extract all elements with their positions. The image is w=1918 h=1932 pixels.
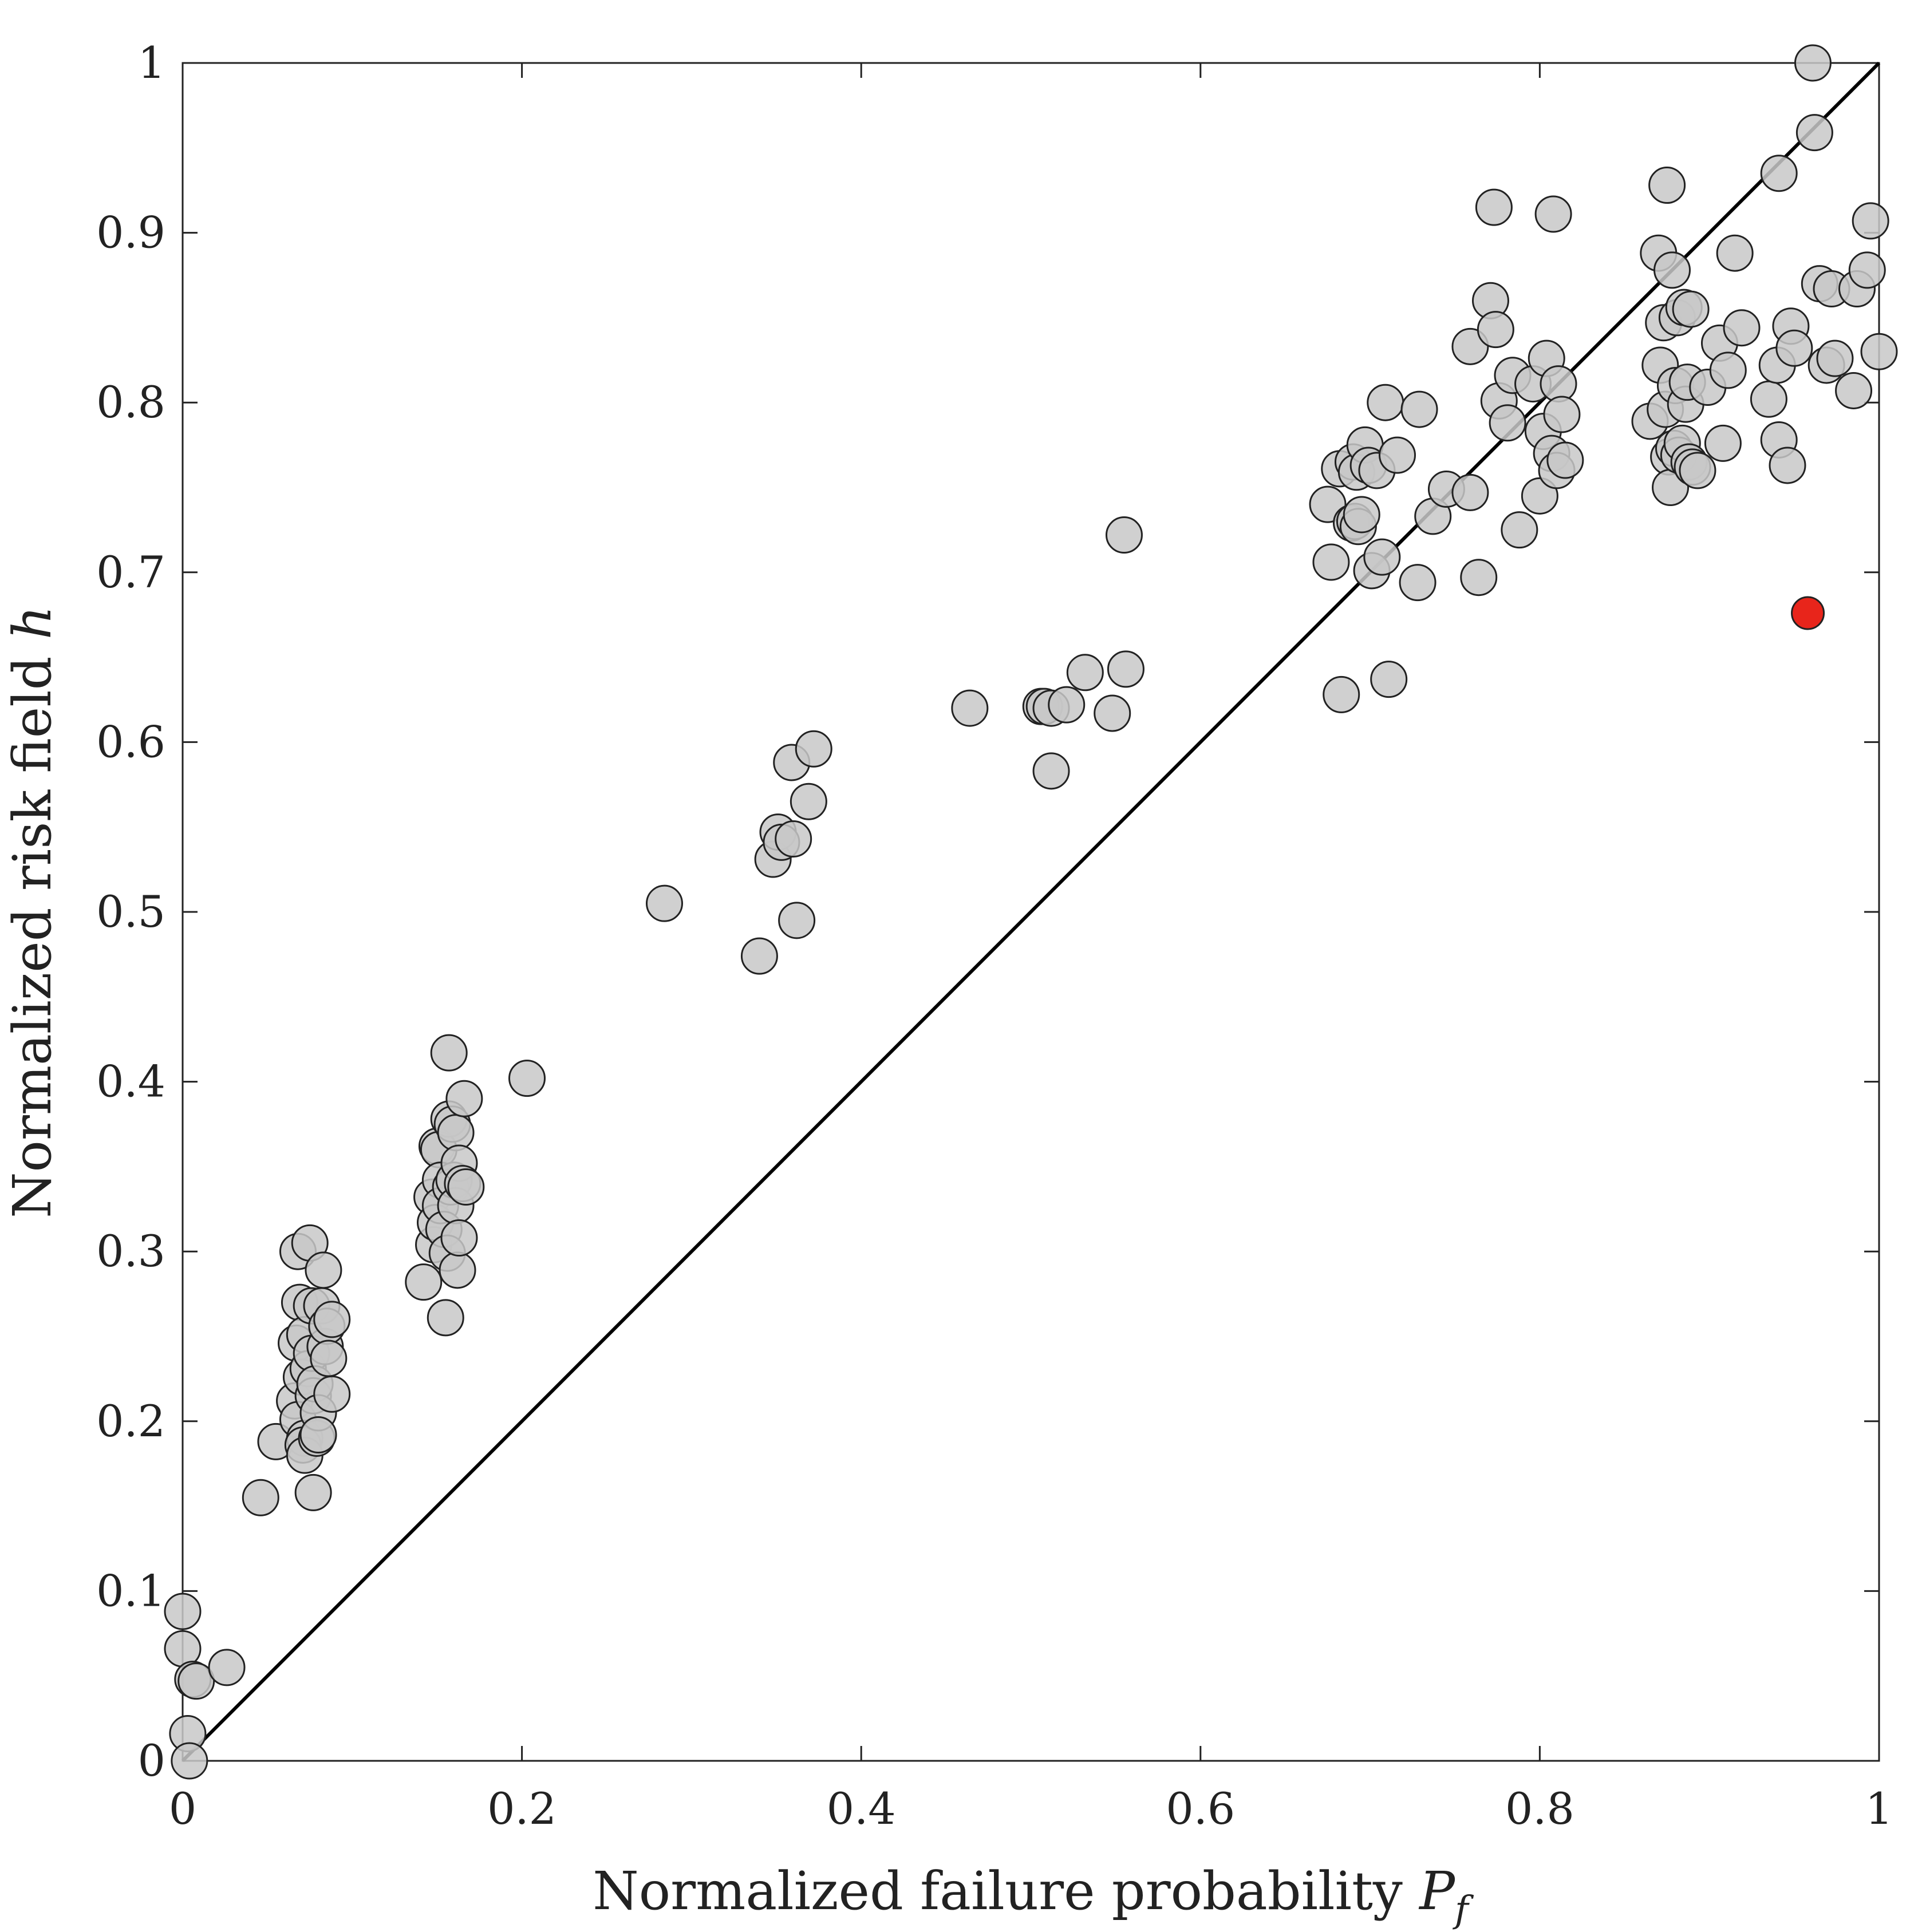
y-tick-label: 0.3 bbox=[96, 1226, 165, 1277]
data-point bbox=[1648, 167, 1686, 204]
data-point bbox=[405, 1263, 443, 1301]
data-point bbox=[427, 1299, 464, 1337]
data-point bbox=[1489, 404, 1526, 442]
data-point bbox=[313, 1375, 351, 1413]
data-point bbox=[430, 1034, 468, 1072]
x-axis-title-text: Normalized failure probability bbox=[593, 1860, 1403, 1922]
data-point bbox=[171, 1742, 208, 1780]
data-point bbox=[1032, 752, 1070, 790]
data-point bbox=[1534, 195, 1572, 233]
data-point bbox=[740, 937, 778, 975]
data-point bbox=[1105, 516, 1143, 554]
y-tick-label: 0.7 bbox=[96, 547, 165, 598]
data-point bbox=[305, 1251, 342, 1289]
data-point bbox=[1775, 329, 1813, 367]
data-point bbox=[177, 1662, 215, 1700]
data-point bbox=[1795, 114, 1833, 152]
y-tick-label: 0.6 bbox=[96, 716, 165, 767]
data-point bbox=[1363, 538, 1401, 576]
data-point bbox=[1107, 650, 1145, 688]
data-point bbox=[1852, 202, 1889, 240]
data-point bbox=[1477, 311, 1514, 349]
data-point bbox=[645, 884, 683, 922]
y-axis-title-text: Normalized risk field bbox=[2, 656, 63, 1218]
y-tick-label: 1 bbox=[138, 37, 165, 88]
data-point bbox=[445, 1080, 483, 1117]
data-point bbox=[1094, 694, 1131, 732]
data-point bbox=[447, 1168, 485, 1206]
y-tick-label: 0.2 bbox=[96, 1396, 165, 1447]
data-point bbox=[208, 1649, 246, 1686]
data-point bbox=[1848, 251, 1886, 289]
data-point bbox=[1451, 473, 1489, 511]
data-point bbox=[1367, 384, 1404, 421]
data-point bbox=[1048, 686, 1086, 724]
x-axis-title: Normalized failure probability Pf bbox=[593, 1860, 1474, 1931]
data-point bbox=[1543, 396, 1581, 433]
data-point bbox=[1750, 380, 1787, 418]
data-point bbox=[440, 1219, 478, 1257]
data-point bbox=[1709, 351, 1747, 389]
data-point bbox=[1501, 511, 1538, 549]
y-tick-label: 0.9 bbox=[96, 207, 165, 258]
data-point bbox=[1399, 564, 1436, 602]
data-point bbox=[294, 1473, 332, 1511]
y-tick-label: 0.4 bbox=[96, 1056, 165, 1107]
x-axis-symbol: P bbox=[1418, 1860, 1456, 1922]
highlighted-data-point bbox=[1791, 596, 1825, 630]
x-tick-label: 0.6 bbox=[1166, 1783, 1235, 1834]
data-point bbox=[1704, 424, 1742, 462]
data-point bbox=[951, 689, 989, 727]
data-point bbox=[1835, 372, 1873, 409]
data-point bbox=[1769, 447, 1806, 484]
data-point bbox=[1379, 436, 1416, 474]
data-point bbox=[795, 730, 832, 768]
data-point bbox=[790, 783, 827, 820]
y-tick-label: 0.8 bbox=[96, 377, 165, 428]
data-point bbox=[1679, 452, 1716, 489]
x-tick-label: 0.4 bbox=[827, 1783, 896, 1834]
data-point bbox=[1066, 654, 1104, 692]
data-point bbox=[1323, 675, 1360, 713]
data-point bbox=[299, 1416, 337, 1454]
x-tick-label: 0.2 bbox=[487, 1783, 557, 1834]
x-tick-label: 0 bbox=[169, 1783, 196, 1834]
data-point bbox=[1723, 309, 1761, 347]
data-point bbox=[1475, 188, 1513, 226]
data-point bbox=[1546, 441, 1584, 479]
data-point bbox=[1370, 661, 1408, 698]
data-point bbox=[1653, 251, 1691, 289]
data-point bbox=[1672, 290, 1710, 328]
y-axis-symbol: h bbox=[2, 606, 63, 639]
data-point bbox=[508, 1060, 546, 1097]
data-point bbox=[1716, 234, 1754, 272]
y-tick-labels: 0 0.1 0.2 0.3 0.4 0.5 0.6 0.7 0.8 0.9 1 bbox=[96, 37, 165, 1786]
data-point bbox=[313, 1301, 351, 1338]
data-point bbox=[1816, 339, 1854, 377]
y-tick-label: 0 bbox=[138, 1735, 165, 1786]
data-point bbox=[1794, 44, 1832, 82]
data-point bbox=[1860, 333, 1898, 370]
data-point bbox=[242, 1479, 279, 1516]
y-tick-label: 0.1 bbox=[96, 1565, 165, 1616]
data-point bbox=[439, 1251, 476, 1289]
data-points bbox=[164, 44, 1898, 1780]
reference-line-y-equals-x bbox=[181, 61, 1881, 1763]
x-tick-labels: 0 0.2 0.4 0.6 0.8 1 bbox=[169, 1783, 1893, 1834]
x-tick-label: 1 bbox=[1865, 1783, 1893, 1834]
data-point bbox=[778, 902, 816, 939]
data-point bbox=[164, 1593, 202, 1630]
data-point bbox=[775, 820, 812, 858]
data-point bbox=[1312, 543, 1350, 581]
y-tick-label: 0.5 bbox=[96, 886, 165, 937]
data-point bbox=[1400, 390, 1438, 428]
data-point bbox=[1760, 155, 1798, 192]
data-point bbox=[1343, 496, 1380, 534]
data-point bbox=[310, 1340, 348, 1377]
data-point bbox=[1460, 559, 1498, 596]
y-axis-title: Normalized risk field h bbox=[2, 606, 63, 1218]
x-tick-label: 0.8 bbox=[1505, 1783, 1574, 1834]
